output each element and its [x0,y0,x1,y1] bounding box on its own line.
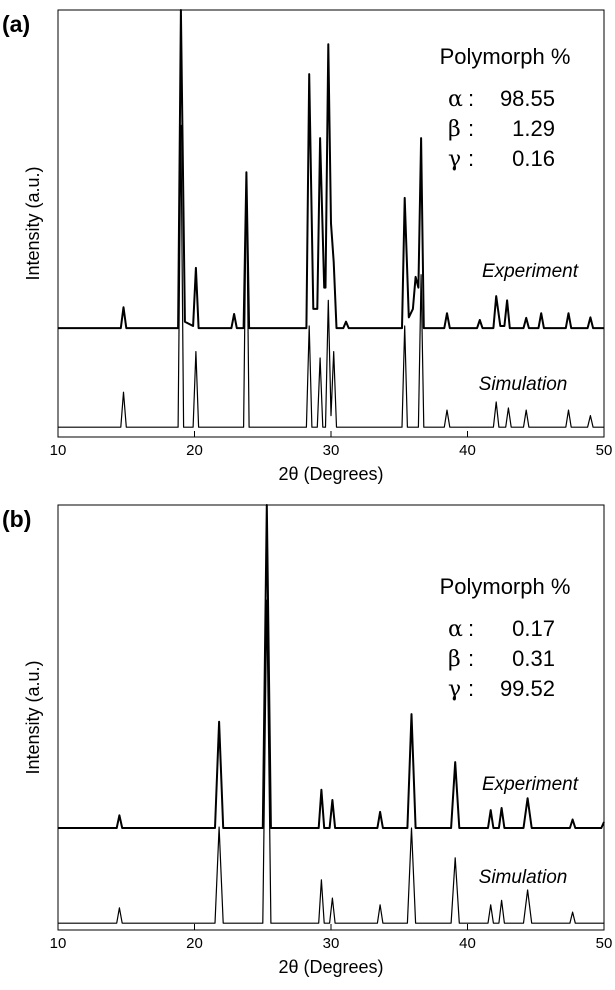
x-tick-label: 10 [50,935,67,952]
y-axis-label: Intensity (a.u.) [23,660,43,774]
spectrum-line [58,124,604,428]
panel: 10 20 30 40 50 2θ (Degrees) Intensity (a.u.) (b… [2,504,613,977]
polymorph-symbol: γ [448,677,461,702]
spectrum-line [58,599,604,924]
series-label: Experiment [482,774,579,795]
polymorph-symbol: α [448,617,463,642]
panel-label: (b) [2,506,31,532]
polymorph-value: 0.16 [512,146,555,171]
series-label: Simulation [479,374,568,395]
polymorph-value: 99.52 [500,676,555,701]
annotation-title: Polymorph % [440,44,571,69]
y-axis-label: Intensity (a.u.) [23,166,43,280]
x-tick-label: 40 [459,442,476,459]
x-axis-label: 2θ (Degrees) [278,464,383,484]
colon: : [468,646,474,671]
x-tick-label: 40 [459,935,476,952]
colon: : [468,86,474,111]
colon: : [468,146,474,171]
panel: 10 20 30 40 50 2θ (Degrees) Intensity (a.u.) (a… [2,9,613,484]
x-tick-label: 50 [596,935,613,952]
series-label: Simulation [479,867,568,888]
annotation-title: Polymorph % [440,574,571,599]
x-tick-label: 30 [323,935,340,952]
spectrum-line [58,9,604,330]
spectrum-line [58,504,605,829]
polymorph-symbol: α [448,87,463,112]
colon: : [468,676,474,701]
x-tick-label: 20 [186,442,203,459]
x-axis-label: 2θ (Degrees) [278,957,383,977]
colon: : [468,616,474,641]
panel-label: (a) [2,11,30,37]
polymorph-value: 1.29 [512,116,555,141]
polymorph-value: 0.17 [512,616,555,641]
x-tick-label: 10 [50,442,67,459]
polymorph-value: 98.55 [500,86,555,111]
series-label: Experiment [482,261,579,282]
polymorph-symbol: β [448,647,461,672]
colon: : [468,116,474,141]
x-tick-label: 30 [323,442,340,459]
polymorph-symbol: γ [448,147,461,172]
x-tick-label: 50 [596,442,613,459]
polymorph-value: 0.31 [512,646,555,671]
x-tick-label: 20 [186,935,203,952]
polymorph-symbol: β [448,117,461,142]
